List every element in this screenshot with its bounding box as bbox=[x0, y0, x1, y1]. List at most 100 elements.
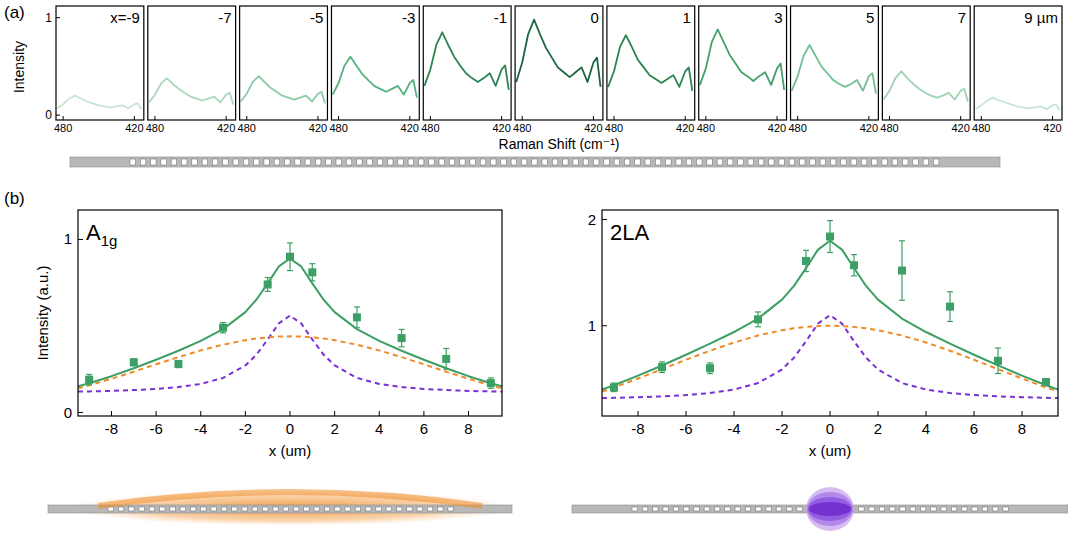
panel-label: -5 bbox=[310, 9, 323, 26]
spectrum-marks bbox=[884, 71, 968, 101]
y-tick bbox=[56, 115, 60, 116]
spectrum-line bbox=[792, 45, 876, 94]
panel-frame bbox=[791, 6, 879, 120]
spectrum-marks bbox=[975, 98, 1059, 111]
error-bar-cap bbox=[399, 346, 405, 347]
waveguide-hole bbox=[789, 159, 795, 165]
waveguide-hole bbox=[439, 159, 445, 165]
waveguide-hole bbox=[913, 159, 919, 165]
panel-frame bbox=[699, 6, 787, 120]
x-tick-label: 480 bbox=[329, 122, 347, 134]
x-tick-label: 8 bbox=[464, 420, 472, 437]
x-tick bbox=[338, 116, 339, 120]
x-tick-label: 480 bbox=[605, 122, 623, 134]
x-tick bbox=[878, 411, 879, 416]
waveguide-hole bbox=[635, 159, 641, 165]
error-bar bbox=[947, 292, 953, 322]
waveguide-hole bbox=[407, 507, 413, 511]
waveguide-hole bbox=[396, 507, 402, 511]
figure: (a)Intensity48042001x=-9480420-7480420-5… bbox=[0, 0, 1068, 536]
spectrum-panel: 4804207 bbox=[880, 6, 970, 134]
error-bar bbox=[899, 241, 905, 300]
waveguide-hole bbox=[982, 507, 988, 511]
waveguide-hole bbox=[738, 159, 744, 165]
waveguide-hole bbox=[460, 159, 466, 165]
waveguide-hole bbox=[293, 507, 299, 511]
waveguide-hole bbox=[910, 507, 916, 511]
error-bar-cap bbox=[947, 291, 953, 292]
waveguide-hole bbox=[304, 507, 310, 511]
x-tick-label: 480 bbox=[697, 122, 715, 134]
waveguide-hole bbox=[429, 159, 435, 165]
waveguide-hole bbox=[684, 507, 690, 511]
panel-frame bbox=[331, 6, 419, 120]
error-bar-cap bbox=[354, 327, 360, 328]
waveguide-hole bbox=[872, 159, 878, 165]
x-tick bbox=[134, 116, 135, 120]
fit-line bbox=[78, 316, 502, 392]
data-point bbox=[658, 363, 666, 371]
waveguide-hole bbox=[130, 159, 136, 165]
waveguide-hole bbox=[408, 159, 414, 165]
waveguide-hole bbox=[694, 507, 700, 511]
error-bar-cap bbox=[827, 220, 833, 221]
error-bar-cap bbox=[309, 280, 315, 281]
waveguide-hole bbox=[376, 507, 382, 511]
x-tick-label: 420 bbox=[125, 122, 143, 134]
waveguide-hole bbox=[859, 507, 865, 511]
x-tick-label: -6 bbox=[679, 420, 692, 437]
error-bar-cap bbox=[488, 377, 494, 378]
panel-frame bbox=[56, 6, 144, 120]
waveguide-hole bbox=[645, 159, 651, 165]
x-tick bbox=[246, 116, 247, 120]
spectrum-line bbox=[333, 57, 417, 98]
error-bar-cap bbox=[86, 384, 92, 385]
x-tick-label: 480 bbox=[513, 122, 531, 134]
waveguide-hole bbox=[335, 507, 341, 511]
x-tick bbox=[468, 411, 469, 416]
waveguide-hole bbox=[388, 159, 394, 165]
x-tick bbox=[522, 116, 523, 120]
waveguide-hole bbox=[336, 159, 342, 165]
waveguide-hole bbox=[511, 159, 516, 165]
x-tick bbox=[200, 411, 201, 416]
panel-label: 5 bbox=[866, 9, 874, 26]
x-tick bbox=[686, 411, 687, 416]
error-bar bbox=[755, 312, 761, 327]
error-bar-cap bbox=[755, 311, 761, 312]
waveguide-hole bbox=[201, 507, 207, 511]
spectrum-marks bbox=[792, 45, 876, 94]
waveguide-hole bbox=[357, 159, 363, 165]
waveguide-hole bbox=[851, 159, 857, 165]
x-tick-label: 420 bbox=[768, 122, 786, 134]
waveguide-hole bbox=[324, 507, 330, 511]
waveguide-hole bbox=[242, 507, 248, 511]
error-bar bbox=[488, 378, 494, 388]
x-tick bbox=[889, 116, 890, 120]
x-tick bbox=[974, 411, 975, 416]
waveguide-hole bbox=[438, 507, 444, 511]
error-bar-cap bbox=[851, 275, 857, 276]
title-main: A bbox=[86, 220, 101, 245]
waveguide-hole bbox=[869, 507, 875, 511]
spectrum-line bbox=[149, 78, 233, 104]
data-point bbox=[802, 257, 810, 265]
waveguide-hole bbox=[417, 507, 423, 511]
error-bar bbox=[659, 362, 665, 373]
panel-frame bbox=[607, 6, 695, 120]
x-tick-label: 480 bbox=[146, 122, 164, 134]
waveguide-hole bbox=[202, 159, 208, 165]
spectrum-line bbox=[57, 96, 141, 110]
panel-frame bbox=[974, 6, 1062, 120]
panel-label: -7 bbox=[218, 9, 231, 26]
error-bar-cap bbox=[707, 373, 713, 374]
spectrum-line bbox=[241, 76, 325, 103]
error-bar-cap bbox=[399, 329, 405, 330]
data-point bbox=[398, 334, 406, 342]
waveguide-hole bbox=[972, 507, 978, 511]
fit-line bbox=[602, 315, 1058, 398]
x-tick bbox=[245, 411, 246, 416]
x-tick-label: -8 bbox=[631, 420, 644, 437]
waveguide-hole bbox=[283, 507, 289, 511]
waveguide-hole bbox=[326, 159, 332, 165]
